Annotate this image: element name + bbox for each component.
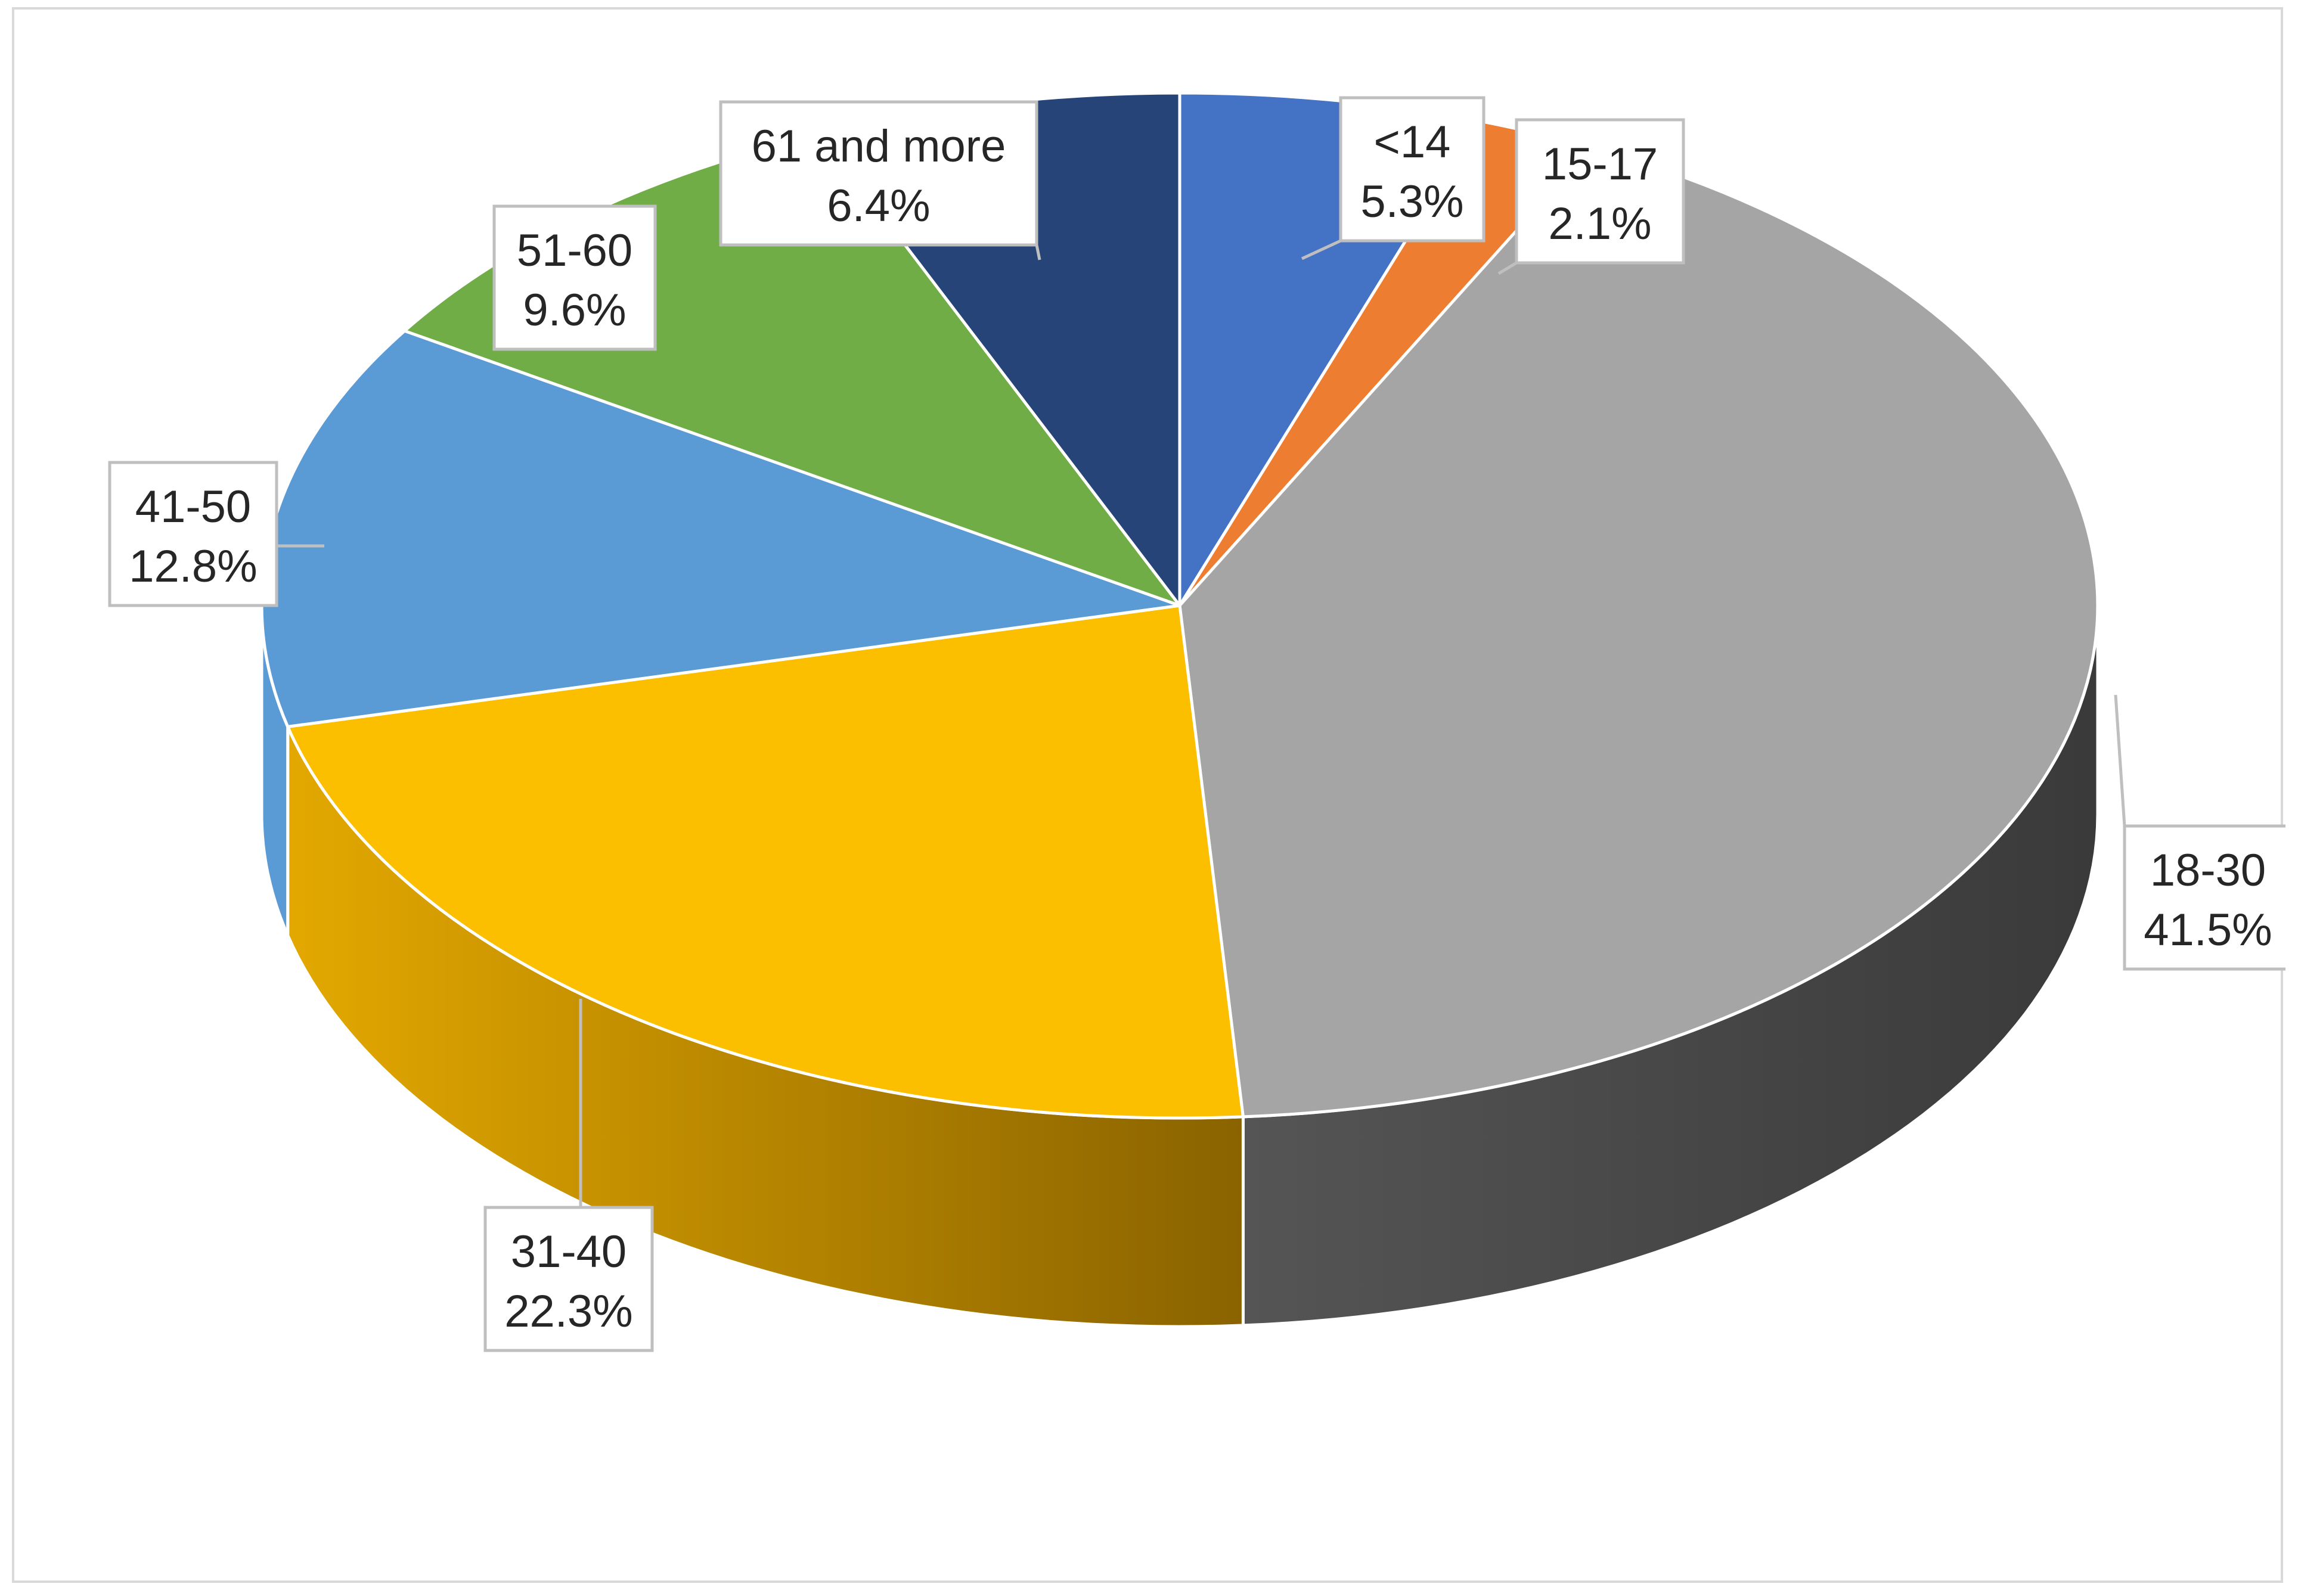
leader-line-61-and-more: [1035, 244, 1041, 260]
pie-slice-31-40: [286, 604, 1245, 1120]
data-label-41-50: 41-50 12.8%: [108, 461, 324, 607]
data-label-percent-18-30: 41.5%: [2144, 905, 2272, 955]
data-label-15-17: 15-17 2.1%: [1497, 118, 1685, 275]
data-label-category-51-60: 51-60: [517, 225, 632, 276]
data-label-box-61-and-more: [719, 100, 1038, 247]
data-label-18-30: 18-30 41.5%: [2114, 694, 2293, 971]
data-label-category-31-40: 31-40: [511, 1227, 627, 1277]
leader-line-14: [1301, 239, 1342, 260]
data-label-51-60: 51-60 9.6%: [492, 204, 657, 351]
pie-side-layer: [260, 605, 2099, 1328]
pie-label-layer: <14 5.3% 15-17 2.1% 18-30 41.5% 31-40 22.3% 41-5…: [108, 96, 2293, 1352]
data-label-box-31-40: [483, 1206, 654, 1352]
data-label-category-14: <14: [1374, 117, 1451, 167]
data-label-box-51-60: [492, 204, 657, 351]
data-label-percent-41-50: 12.8%: [129, 541, 258, 592]
data-label-box-15-17: [1515, 118, 1685, 265]
pie-top-layer: [260, 91, 2099, 1120]
data-label-box-18-30: [2123, 824, 2293, 971]
leader-line-15-17: [1497, 261, 1518, 275]
pie-slice-18-30: [1178, 145, 2099, 1119]
data-label-category-61-and-more: 61 and more: [752, 121, 1006, 172]
data-label-percent-31-40: 22.3%: [504, 1286, 633, 1337]
data-label-category-18-30: 18-30: [2150, 845, 2266, 896]
data-label-percent-14: 5.3%: [1360, 176, 1463, 227]
pie-chart: <14 5.3% 15-17 2.1% 18-30 41.5% 31-40 22.3% 41-5…: [108, 91, 2293, 1352]
data-label-box-41-50: [108, 461, 278, 607]
data-label-percent-51-60: 9.6%: [523, 285, 626, 336]
data-label-box-14: [1339, 96, 1486, 243]
data-label-category-15-17: 15-17: [1542, 139, 1658, 190]
data-label-percent-61-and-more: 6.4%: [827, 181, 930, 231]
chart-frame: <14 5.3% 15-17 2.1% 18-30 41.5% 31-40 22.3% 41-5…: [12, 7, 2293, 1583]
data-label-61-and-more: 61 and more 6.4%: [719, 100, 1041, 260]
data-label-percent-15-17: 2.1%: [1548, 198, 1651, 249]
data-label-31-40: 31-40 22.3%: [483, 999, 654, 1352]
data-label-14: <14 5.3%: [1301, 96, 1486, 260]
leader-line-18-30: [2114, 694, 2126, 827]
data-label-category-41-50: 41-50: [135, 482, 251, 532]
